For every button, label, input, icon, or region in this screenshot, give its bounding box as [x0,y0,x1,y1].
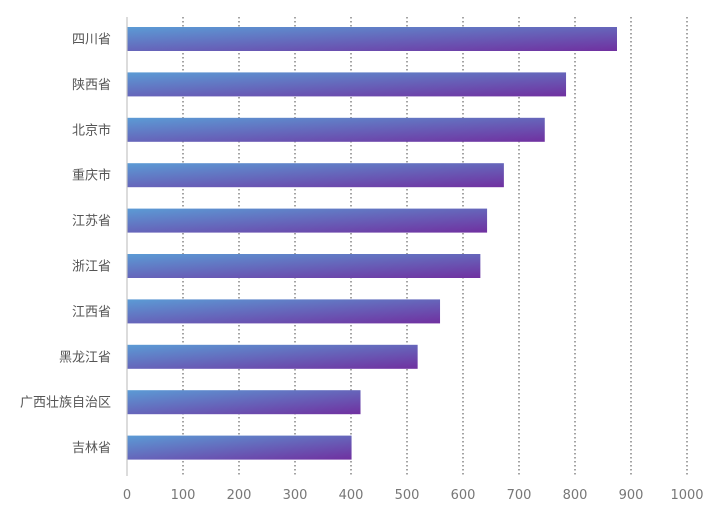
x-tick-label: 600 [451,488,476,503]
bar-5 [127,208,488,233]
category-label: 广西壮族自治区 [20,395,111,411]
x-tick-label: 900 [619,488,644,503]
category-label: 黑龙江省 [59,350,111,365]
x-tick-labels: 0 100 200 300 400 500 600 700 800 900 1000 [123,488,704,503]
x-tick-label: 300 [283,488,308,503]
category-label: 江西省 [72,305,111,320]
bar-4 [127,163,504,188]
bars [127,27,617,460]
x-tick-label: 700 [507,488,532,503]
category-label: 吉林省 [72,441,111,456]
category-label: 重庆市 [72,168,111,184]
bar-8 [127,344,418,369]
bar-9 [127,390,361,415]
x-tick-label: 200 [227,488,252,503]
category-label: 江苏省 [72,213,111,229]
bar-1 [127,27,617,51]
category-label: 浙江省 [72,260,111,275]
category-label: 北京市 [72,122,111,138]
category-label: 四川省 [72,33,111,48]
bar-2 [127,72,567,97]
bar-7 [127,299,441,324]
x-tick-label: 100 [171,488,196,503]
bar-6 [127,254,481,278]
x-tick-label: 1000 [670,488,703,503]
bar-10 [127,435,352,460]
x-tick-label: 400 [339,488,364,503]
category-label: 陕西省 [72,78,111,93]
bar-3 [127,117,545,142]
x-tick-label: 800 [563,488,588,503]
x-tick-label: 500 [395,488,420,503]
x-tick-label: 0 [123,488,131,503]
